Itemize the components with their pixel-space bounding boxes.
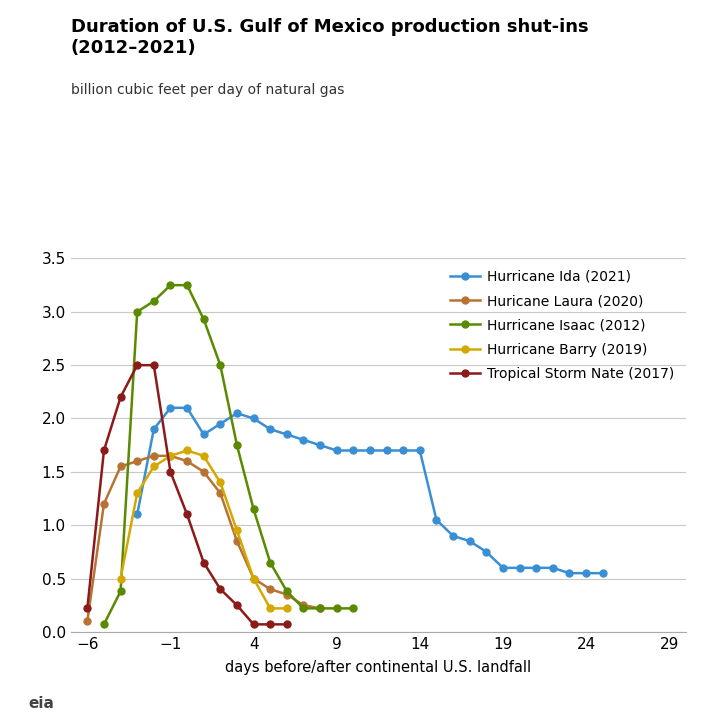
- Hurricane Isaac (2012): [100, 620, 108, 629]
- Huricane Laura (2020): [283, 590, 291, 599]
- Line: Huricane Laura (2020): Huricane Laura (2020): [84, 452, 324, 625]
- Huricane Laura (2020): [216, 489, 225, 498]
- Hurricane Ida (2021): [150, 425, 158, 434]
- Hurricane Isaac (2012): [233, 441, 241, 449]
- Hurricane Ida (2021): [449, 531, 457, 540]
- Hurricane Ida (2021): [482, 548, 491, 556]
- Hurricane Barry (2019): [216, 478, 225, 487]
- Tropical Storm Nate (2017): [283, 620, 291, 629]
- Hurricane Barry (2019): [199, 452, 208, 460]
- Hurricane Isaac (2012): [150, 297, 158, 305]
- Hurricane Ida (2021): [299, 436, 308, 444]
- Hurricane Ida (2021): [382, 446, 391, 454]
- Tropical Storm Nate (2017): [233, 601, 241, 610]
- Line: Hurricane Barry (2019): Hurricane Barry (2019): [117, 447, 291, 612]
- Hurricane Isaac (2012): [117, 587, 125, 596]
- Hurricane Ida (2021): [549, 564, 557, 572]
- Huricane Laura (2020): [183, 457, 192, 465]
- Hurricane Ida (2021): [233, 409, 241, 417]
- Hurricane Isaac (2012): [183, 281, 192, 289]
- Hurricane Ida (2021): [366, 446, 374, 454]
- Huricane Laura (2020): [199, 467, 208, 476]
- Hurricane Ida (2021): [515, 564, 524, 572]
- Hurricane Isaac (2012): [199, 315, 208, 324]
- Hurricane Ida (2021): [199, 430, 208, 439]
- Hurricane Isaac (2012): [349, 604, 358, 612]
- Hurricane Isaac (2012): [332, 604, 341, 612]
- Hurricane Barry (2019): [233, 526, 241, 535]
- Hurricane Ida (2021): [216, 419, 225, 428]
- Hurricane Isaac (2012): [283, 587, 291, 596]
- Hurricane Ida (2021): [166, 404, 175, 412]
- Line: Hurricane Isaac (2012): Hurricane Isaac (2012): [100, 281, 357, 628]
- Huricane Laura (2020): [117, 462, 125, 471]
- Tropical Storm Nate (2017): [216, 585, 225, 594]
- Hurricane Isaac (2012): [316, 604, 325, 612]
- Huricane Laura (2020): [316, 604, 325, 612]
- Hurricane Barry (2019): [283, 604, 291, 612]
- Hurricane Isaac (2012): [299, 604, 308, 612]
- Hurricane Isaac (2012): [216, 361, 225, 370]
- Hurricane Ida (2021): [532, 564, 540, 572]
- Tropical Storm Nate (2017): [117, 393, 125, 401]
- Hurricane Barry (2019): [266, 604, 274, 612]
- Tropical Storm Nate (2017): [166, 467, 175, 476]
- Tropical Storm Nate (2017): [250, 620, 258, 629]
- Hurricane Ida (2021): [565, 569, 573, 577]
- Hurricane Ida (2021): [332, 446, 341, 454]
- Hurricane Ida (2021): [432, 516, 440, 524]
- Huricane Laura (2020): [166, 452, 175, 460]
- Tropical Storm Nate (2017): [183, 510, 192, 519]
- X-axis label: days before/after continental U.S. landfall: days before/after continental U.S. landf…: [226, 660, 531, 675]
- Hurricane Ida (2021): [266, 425, 274, 434]
- Hurricane Isaac (2012): [266, 558, 274, 567]
- Hurricane Ida (2021): [498, 564, 507, 572]
- Text: Duration of U.S. Gulf of Mexico production shut-ins
(2012–2021): Duration of U.S. Gulf of Mexico producti…: [71, 18, 588, 57]
- Huricane Laura (2020): [250, 574, 258, 583]
- Line: Tropical Storm Nate (2017): Tropical Storm Nate (2017): [84, 362, 291, 628]
- Huricane Laura (2020): [233, 537, 241, 546]
- Text: eia: eia: [28, 696, 54, 711]
- Hurricane Barry (2019): [166, 452, 175, 460]
- Hurricane Ida (2021): [582, 569, 590, 577]
- Tropical Storm Nate (2017): [150, 361, 158, 370]
- Line: Hurricane Ida (2021): Hurricane Ida (2021): [134, 404, 606, 577]
- Hurricane Ida (2021): [133, 510, 141, 519]
- Huricane Laura (2020): [150, 452, 158, 460]
- Hurricane Ida (2021): [349, 446, 358, 454]
- Hurricane Barry (2019): [250, 574, 258, 583]
- Huricane Laura (2020): [133, 457, 141, 465]
- Hurricane Ida (2021): [399, 446, 407, 454]
- Legend: Hurricane Ida (2021), Huricane Laura (2020), Hurricane Isaac (2012), Hurricane B: Hurricane Ida (2021), Huricane Laura (20…: [445, 266, 679, 386]
- Hurricane Barry (2019): [183, 446, 192, 454]
- Hurricane Ida (2021): [283, 430, 291, 439]
- Tropical Storm Nate (2017): [199, 558, 208, 567]
- Hurricane Barry (2019): [133, 489, 141, 498]
- Tropical Storm Nate (2017): [83, 604, 92, 612]
- Hurricane Barry (2019): [150, 462, 158, 471]
- Hurricane Ida (2021): [250, 414, 258, 423]
- Hurricane Barry (2019): [117, 574, 125, 583]
- Tropical Storm Nate (2017): [133, 361, 141, 370]
- Huricane Laura (2020): [299, 601, 308, 610]
- Hurricane Ida (2021): [316, 441, 325, 449]
- Text: billion cubic feet per day of natural gas: billion cubic feet per day of natural ga…: [71, 83, 344, 96]
- Huricane Laura (2020): [83, 617, 92, 625]
- Huricane Laura (2020): [100, 500, 108, 508]
- Huricane Laura (2020): [266, 585, 274, 594]
- Hurricane Ida (2021): [416, 446, 424, 454]
- Hurricane Isaac (2012): [166, 281, 175, 289]
- Hurricane Ida (2021): [465, 537, 474, 546]
- Hurricane Isaac (2012): [133, 307, 141, 316]
- Hurricane Isaac (2012): [250, 505, 258, 513]
- Tropical Storm Nate (2017): [100, 446, 108, 454]
- Hurricane Ida (2021): [598, 569, 607, 577]
- Hurricane Ida (2021): [183, 404, 192, 412]
- Tropical Storm Nate (2017): [266, 620, 274, 629]
